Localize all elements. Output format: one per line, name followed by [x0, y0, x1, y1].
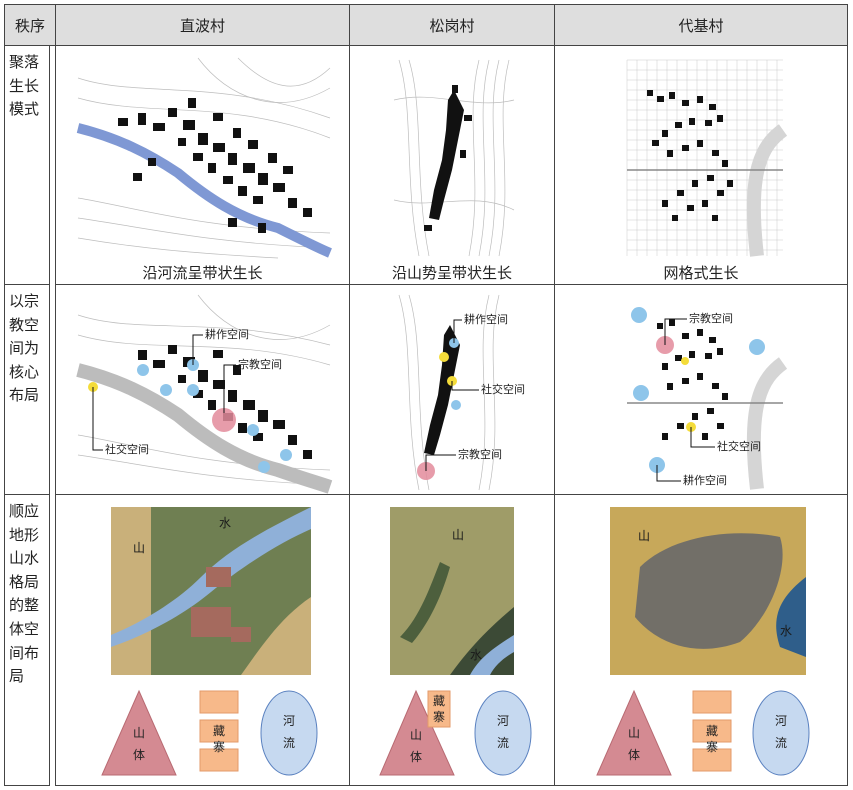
cell-songgang-growth: 沿山势呈带状生长 [349, 45, 555, 285]
label-farm-space: 耕作空间 [205, 327, 249, 341]
zhibo-aerial-photo: 山 水 [111, 507, 311, 675]
label-farm-space: 耕作空间 [683, 473, 727, 487]
mountain-label-top: 山 [133, 726, 145, 740]
row-label-growth-mode: 聚落生长模式 [4, 45, 50, 285]
label-social-space: 社交空间 [105, 442, 149, 456]
songgang-religion-map: 耕作空间 社交空间 宗教空间 [398, 294, 525, 491]
songgang-aerial-photo: 山 水 [390, 507, 514, 675]
river-label-bottom: 流 [497, 736, 509, 750]
caption-daiji-growth: 网格式生长 [663, 264, 739, 282]
label-water: 水 [780, 624, 792, 638]
cell-daiji-landscape: 山 水 山 体 藏 寨 河 流 [554, 494, 848, 786]
zhibo-growth-map [76, 57, 332, 259]
header-text: 秩序 [14, 16, 45, 35]
songgang-diagram: 藏 寨 山 体 河 流 [379, 689, 532, 776]
header-row-label: 秩序 [4, 4, 56, 46]
mountain-label-top: 山 [410, 728, 422, 742]
zhibo-diagram: 山 体 藏 寨 河 流 [101, 689, 318, 776]
label-mountain: 山 [638, 529, 650, 543]
header-zhibo: 直波村 [55, 4, 350, 46]
village-label-top: 藏 [213, 724, 225, 738]
daiji-growth-map [626, 59, 788, 257]
village-label-top: 藏 [706, 724, 718, 738]
comparison-table: 秩序 直波村 松岗村 代基村 聚落生长模式 [4, 4, 848, 786]
label-farm-space: 耕作空间 [464, 312, 508, 326]
village-label-bottom: 寨 [213, 739, 225, 754]
river-label-bottom: 流 [775, 736, 787, 750]
cell-zhibo-religion: 耕作空间 宗教空间 社交空间 [55, 284, 350, 495]
village-label-bottom: 寨 [433, 709, 445, 724]
header-text: 直波村 [179, 16, 225, 35]
header-songgang: 松岗村 [349, 4, 555, 46]
mountain-label-bottom: 体 [628, 748, 640, 762]
row-label-landscape-layout: 顺应地形山水格局的整体空间布局 [4, 494, 50, 786]
caption-zhibo-growth: 沿河流呈带状生长 [142, 264, 263, 282]
label-water: 水 [219, 516, 231, 530]
village-label-top: 藏 [433, 694, 445, 708]
zhibo-religion-map: 耕作空间 宗教空间 社交空间 [76, 294, 333, 494]
cell-zhibo-landscape: 山 水 山 体 藏 寨 河 流 [55, 494, 350, 786]
village-label-bottom: 寨 [706, 739, 718, 754]
river-label-top: 河 [283, 714, 295, 728]
daiji-diagram: 山 体 藏 寨 河 流 [596, 689, 810, 776]
cell-songgang-landscape: 山 水 藏 寨 山 体 河 流 [349, 494, 555, 786]
label-water: 水 [470, 648, 482, 662]
cell-daiji-growth: 网格式生长 [554, 45, 848, 285]
header-daiji: 代基村 [554, 4, 848, 46]
songgang-growth-map [393, 59, 515, 257]
label-religion-space: 宗教空间 [238, 357, 282, 371]
river-label-top: 河 [497, 714, 509, 728]
header-text: 松岗村 [429, 16, 475, 35]
cell-zhibo-growth: 沿河流呈带状生长 [55, 45, 350, 285]
label-mountain: 山 [133, 541, 145, 555]
river-label-bottom: 流 [283, 736, 295, 750]
label-religion-space: 宗教空间 [689, 311, 733, 325]
label-religion-space: 宗教空间 [458, 447, 502, 461]
header-text: 代基村 [678, 16, 724, 35]
river-label-top: 河 [775, 714, 787, 728]
row-label-religious-core: 以宗教空间为核心布局 [4, 284, 50, 495]
cell-songgang-religion: 耕作空间 社交空间 宗教空间 [349, 284, 555, 495]
mountain-label-bottom: 体 [133, 748, 145, 762]
mountain-label-bottom: 体 [410, 750, 422, 764]
daiji-religion-map: 宗教空间 社交空间 耕作空间 [627, 307, 788, 490]
daiji-aerial-photo: 山 水 [610, 507, 806, 675]
mountain-label-top: 山 [628, 726, 640, 740]
cell-daiji-religion: 宗教空间 社交空间 耕作空间 [554, 284, 848, 495]
label-social-space: 社交空间 [481, 382, 525, 396]
caption-songgang-growth: 沿山势呈带状生长 [391, 264, 512, 282]
label-mountain: 山 [452, 528, 464, 542]
label-social-space: 社交空间 [717, 439, 761, 453]
